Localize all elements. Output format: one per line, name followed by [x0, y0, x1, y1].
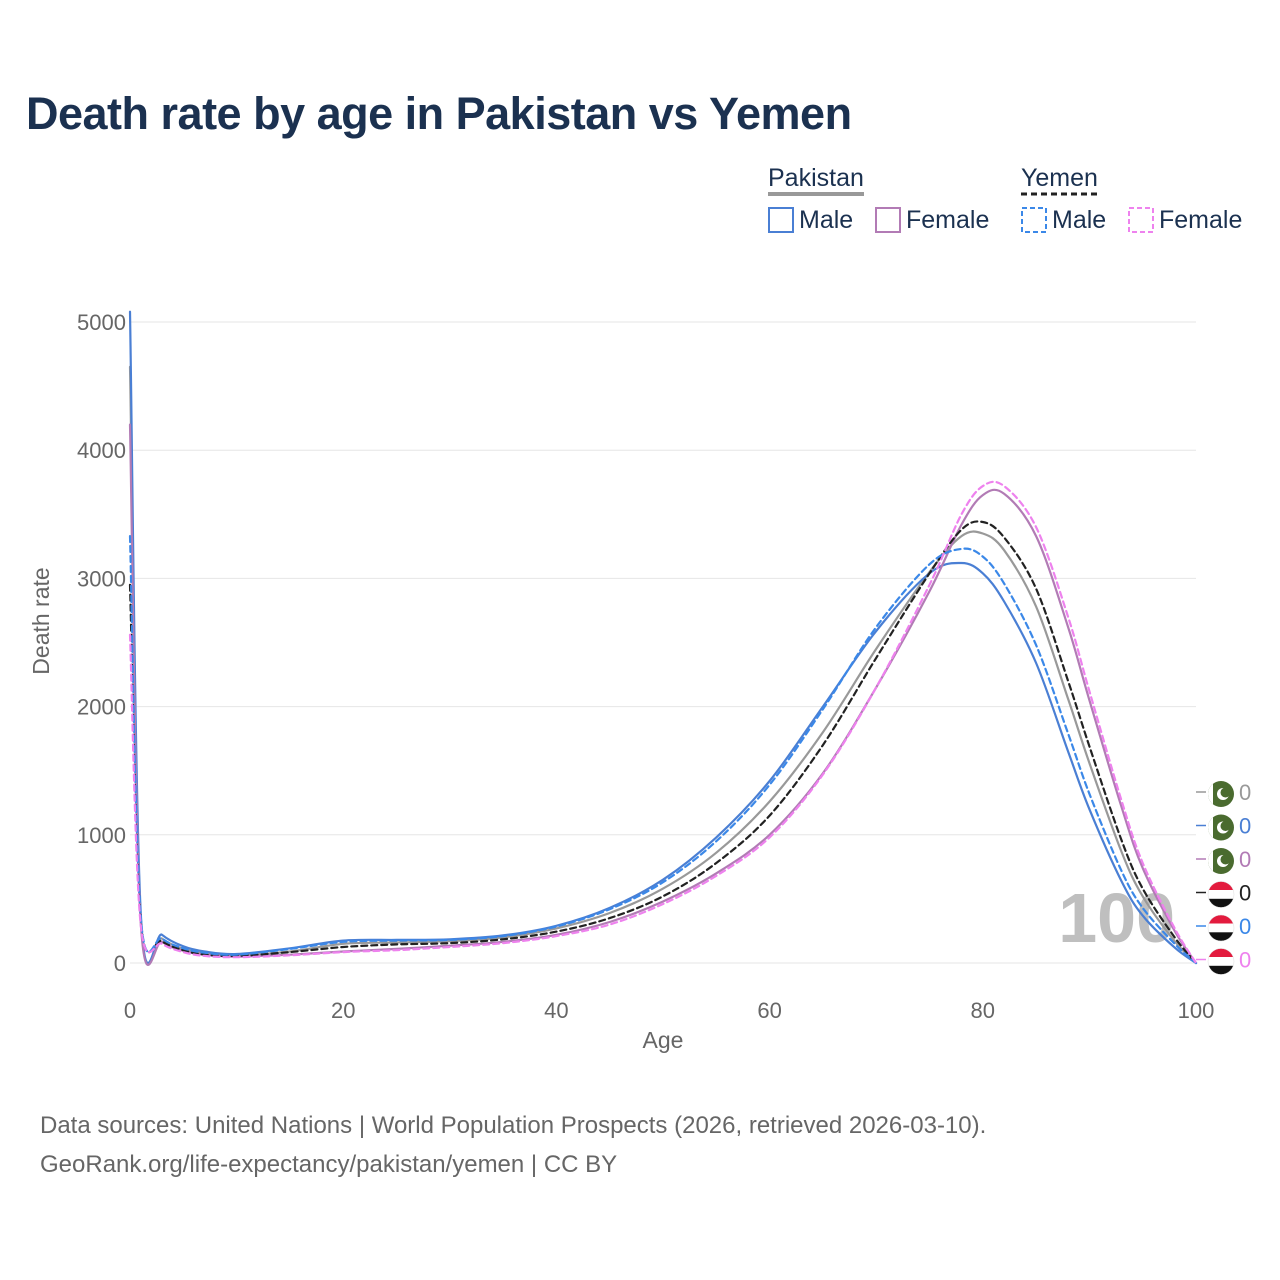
yemen-flag-icon [1207, 881, 1235, 908]
legend-group-yemen: Yemen [1021, 164, 1098, 192]
x-tick-label: 80 [971, 998, 995, 1023]
y-tick-label: 2000 [77, 695, 126, 720]
pakistan-flag-icon [1208, 781, 1234, 807]
source-line-1: Data sources: United Nations | World Pop… [40, 1112, 987, 1139]
legend-pakistan-female-label[interactable]: Female [906, 206, 989, 234]
pakistan-flag-icon [1208, 848, 1234, 874]
series-line-pakistan-male[interactable] [128, 310, 1198, 965]
y-tick-label: 3000 [77, 566, 126, 591]
end-label-value: 0 [1239, 814, 1251, 839]
series-line-pakistan-female[interactable] [128, 423, 1198, 966]
x-tick-label: 40 [544, 998, 568, 1023]
series-line-yemen-male[interactable] [128, 535, 1198, 965]
x-axis-title: Age [643, 1027, 684, 1053]
x-tick-label: 100 [1178, 998, 1215, 1023]
legend-group-pakistan: Pakistan [768, 164, 864, 192]
end-label-value: 0 [1239, 881, 1251, 906]
end-label-value: 0 [1239, 948, 1251, 973]
chart-title: Death rate by age in Pakistan vs Yemen [26, 88, 852, 139]
x-tick-label: 60 [757, 998, 781, 1023]
yemen-flag-icon [1207, 948, 1235, 975]
legend-pakistan-male-label[interactable]: Male [799, 206, 853, 234]
x-tick-label: 0 [124, 998, 136, 1023]
source-note: Data sources: United Nations | World Pop… [40, 1106, 986, 1184]
end-label-value: 0 [1239, 914, 1251, 939]
series-line-yemen-total[interactable] [128, 520, 1198, 965]
legend-pakistan-female-swatch[interactable] [875, 207, 901, 233]
pakistan-flag-icon [1208, 814, 1234, 841]
legend-yemen-male-swatch[interactable] [1021, 207, 1047, 233]
end-label-value: 0 [1239, 847, 1251, 872]
y-axis-title: Death rate [28, 567, 54, 674]
x-tick-label: 20 [331, 998, 355, 1023]
y-tick-label: 4000 [77, 438, 126, 463]
y-tick-label: 0 [114, 951, 126, 976]
end-label-value: 0 [1239, 780, 1251, 805]
series [128, 310, 1198, 966]
legend-yemen-female-swatch[interactable] [1128, 207, 1154, 233]
grid-lines [130, 321, 1196, 964]
y-tick-label: 5000 [77, 310, 126, 335]
yemen-flag-icon [1207, 914, 1235, 942]
legend-yemen-male-label[interactable]: Male [1052, 206, 1106, 234]
source-line-2[interactable]: GeoRank.org/life-expectancy/pakistan/yem… [40, 1151, 618, 1178]
end-labels: 0 0 0 0 0 0 [1196, 780, 1251, 975]
legend-yemen-female-label[interactable]: Female [1159, 206, 1242, 234]
y-tick-label: 1000 [77, 823, 126, 848]
legend: Pakistan Male Female Yemen Male Female [768, 164, 1242, 234]
axes: 0 1000 2000 3000 4000 5000 0 20 40 60 80 100 [77, 310, 1214, 1023]
legend-pakistan-male-swatch[interactable] [768, 207, 794, 233]
series-line-yemen-female[interactable] [128, 480, 1198, 965]
